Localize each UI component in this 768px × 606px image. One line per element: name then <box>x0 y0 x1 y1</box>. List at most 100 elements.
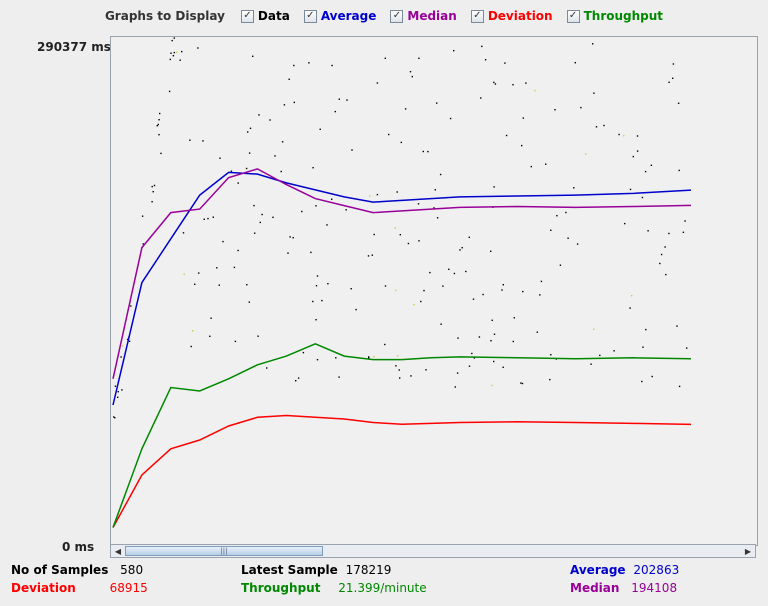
data-point <box>287 252 289 254</box>
data-point <box>302 351 305 354</box>
data-point <box>346 99 348 101</box>
data-point <box>248 152 251 154</box>
data-point <box>439 173 442 176</box>
data-point <box>651 375 653 378</box>
data-point <box>269 119 271 121</box>
data-point <box>580 106 582 109</box>
data-point <box>189 139 191 141</box>
checkbox-throughput[interactable]: ✓ <box>566 9 580 23</box>
data-point <box>676 325 678 327</box>
data-point <box>682 231 685 233</box>
series-line-median <box>112 168 692 379</box>
data-point <box>194 283 196 285</box>
data-point <box>384 343 386 346</box>
data-point <box>631 295 633 297</box>
data-point <box>176 51 178 53</box>
data-point <box>203 218 205 220</box>
checkbox-average[interactable]: ✓ <box>303 9 317 23</box>
data-point <box>384 57 386 59</box>
data-point <box>156 125 158 127</box>
data-point <box>423 289 425 292</box>
checkbox-data[interactable]: ✓ <box>240 9 254 23</box>
data-point <box>316 359 319 361</box>
data-point <box>368 357 370 359</box>
data-point <box>396 191 398 193</box>
data-point <box>632 155 634 158</box>
data-point <box>121 345 124 347</box>
data-point <box>216 267 218 269</box>
scroll-right-arrow-icon[interactable]: ▶ <box>744 546 752 556</box>
data-point <box>183 273 185 275</box>
data-point <box>179 59 181 61</box>
horizontal-scrollbar[interactable]: ◀ ||| ▶ <box>110 544 756 558</box>
data-point <box>429 271 431 274</box>
data-point <box>160 152 162 155</box>
data-point <box>345 209 347 211</box>
data-point <box>490 250 492 252</box>
data-point <box>192 330 194 332</box>
data-point <box>494 83 497 85</box>
scroll-left-arrow-icon[interactable]: ◀ <box>114 546 122 556</box>
deviation-label: Deviation <box>11 581 76 595</box>
data-point <box>198 272 200 274</box>
data-point <box>114 385 117 387</box>
data-point <box>272 216 274 218</box>
data-point <box>153 184 156 187</box>
data-point <box>218 284 220 286</box>
data-point <box>556 215 558 217</box>
series-line-deviation <box>112 414 692 528</box>
average-value: 202863 <box>633 563 680 577</box>
legend-item-median[interactable]: ✓ Median <box>390 9 457 23</box>
data-point <box>668 232 670 235</box>
data-point <box>603 124 605 127</box>
legend-item-deviation[interactable]: ✓ Deviation <box>470 9 553 23</box>
data-point <box>142 243 144 245</box>
data-point <box>459 249 461 251</box>
legend-label-deviation: Deviation <box>487 9 553 23</box>
data-point <box>283 104 286 106</box>
data-point <box>418 57 420 59</box>
data-point <box>281 141 284 143</box>
legend-title: Graphs to Display <box>104 9 225 23</box>
data-point <box>338 98 340 100</box>
data-point <box>247 131 249 133</box>
data-point <box>130 305 132 307</box>
data-point <box>501 289 503 291</box>
series-line-throughput <box>112 342 692 528</box>
data-point <box>645 328 647 331</box>
data-point <box>113 416 115 418</box>
data-point <box>388 133 390 136</box>
data-point <box>618 133 620 136</box>
legend-item-data[interactable]: ✓ Data <box>240 9 290 23</box>
legend-item-average[interactable]: ✓ Average <box>303 9 376 23</box>
scroll-thumb[interactable]: ||| <box>125 546 323 556</box>
data-point <box>574 62 576 64</box>
data-point <box>668 81 670 83</box>
checkbox-deviation[interactable]: ✓ <box>470 9 484 23</box>
data-point <box>394 227 396 229</box>
legend-item-throughput[interactable]: ✓ Throughput <box>566 9 663 23</box>
data-point <box>169 58 171 61</box>
data-point <box>315 285 318 287</box>
data-point <box>550 229 552 231</box>
data-point <box>258 114 260 116</box>
data-point <box>565 211 567 214</box>
checkbox-median[interactable]: ✓ <box>390 9 404 23</box>
data-point <box>253 204 255 207</box>
data-point <box>257 335 259 337</box>
data-point <box>233 266 236 269</box>
data-point <box>504 62 506 64</box>
results-chart <box>112 37 692 528</box>
data-point <box>384 285 387 287</box>
data-point <box>120 356 122 358</box>
data-point <box>395 289 397 292</box>
data-point <box>266 367 268 369</box>
data-point <box>623 135 625 137</box>
data-point <box>173 51 175 54</box>
data-point <box>128 340 131 342</box>
data-point <box>246 284 248 286</box>
data-point <box>197 47 199 49</box>
data-point <box>576 243 579 245</box>
stat-average: Average 202863 <box>570 563 679 577</box>
data-point <box>493 360 495 363</box>
